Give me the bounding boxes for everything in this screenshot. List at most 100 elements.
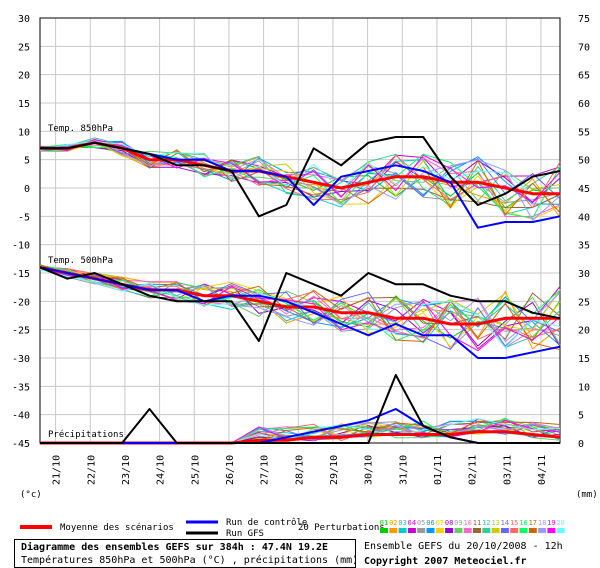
- perturbation-color-swatch: [380, 528, 388, 533]
- perturbation-id: 08: [445, 519, 453, 527]
- perturbation-id: 10: [463, 519, 471, 527]
- y-left-tick: -40: [12, 411, 30, 422]
- x-tick-label: 27/10: [260, 455, 271, 485]
- y-right-tick: 45: [578, 184, 590, 195]
- y-left-tick: -45: [12, 439, 30, 450]
- perturbation-id: 03: [398, 519, 406, 527]
- perturbation-id: 11: [473, 519, 481, 527]
- y-right-tick: 10: [578, 382, 590, 393]
- perturbation-t500-line: [39, 266, 561, 352]
- perturbation-id: 12: [482, 519, 490, 527]
- perturbation-t500-line: [39, 269, 561, 349]
- gfs-precip-line: [40, 374, 560, 444]
- perturbation-t500-line: [39, 269, 561, 349]
- perturbation-color-swatch: [491, 528, 500, 533]
- perturbation-t850-line: [39, 140, 561, 205]
- perturbation-color-swatch: [528, 528, 537, 533]
- x-tick-label: 04/11: [537, 455, 548, 485]
- perturbation-color-swatch: [389, 528, 398, 533]
- perturbation-id: 07: [436, 519, 444, 527]
- y-left-tick: 25: [18, 42, 30, 53]
- perturbation-id: 01: [380, 519, 388, 527]
- perturbation-id: 05: [417, 519, 425, 527]
- y-right-tick: 40: [578, 212, 590, 223]
- legend: Moyenne des scénarios Run de contrôleRun …: [20, 517, 565, 539]
- y-left-tick: -5: [18, 212, 30, 223]
- perturbation-color-swatch: [463, 528, 472, 533]
- y-right-tick: 75: [578, 14, 590, 25]
- grid: [40, 17, 560, 444]
- x-tick-label: 22/10: [86, 455, 97, 485]
- perturbation-color-swatch: [426, 528, 435, 533]
- perturbation-id: 19: [547, 519, 555, 527]
- perturbation-id: 06: [426, 519, 434, 527]
- axes: 302520151050-5-10-15-20-25-30-35-40-4575…: [12, 14, 598, 500]
- x-tick-label: 03/11: [502, 455, 513, 485]
- x-tick-label: 31/10: [398, 455, 409, 485]
- x-tick-label: 30/10: [364, 455, 375, 485]
- perturbation-color-swatch: [417, 528, 426, 533]
- main-series: [39, 136, 561, 445]
- right-unit-label: (mm): [576, 490, 598, 500]
- perturbation-id: 09: [454, 519, 462, 527]
- y-left-tick: -15: [12, 269, 30, 280]
- perturbation-id: 02: [389, 519, 397, 527]
- legend-control-label: Run de contrôle: [226, 517, 307, 528]
- perturbation-color-swatch: [500, 528, 509, 533]
- perturbation-id: 04: [408, 519, 416, 527]
- perturbation-id: 14: [501, 519, 509, 527]
- perturbation-color-swatch: [482, 528, 491, 533]
- perturbation-color-swatch: [435, 528, 444, 533]
- y-right-tick: 65: [578, 71, 590, 82]
- y-right-tick: 20: [578, 326, 590, 337]
- legend-mean-label: Moyenne des scénarios: [60, 522, 174, 533]
- perturbation-color-swatch: [445, 528, 454, 533]
- panel-label-t500: Temp. 500hPa: [48, 256, 113, 266]
- y-right-tick: 60: [578, 99, 590, 110]
- perturbation-color-swatch: [398, 528, 407, 533]
- perturbation-color-swatch: [519, 528, 528, 533]
- y-left-tick: 5: [24, 156, 30, 167]
- y-right-tick: 15: [578, 354, 590, 365]
- x-tick-label: 02/11: [468, 455, 479, 485]
- perturbation-color-swatch: [556, 528, 565, 533]
- x-tick-label: 25/10: [190, 455, 201, 485]
- y-right-tick: 30: [578, 269, 590, 280]
- x-tick-label: 21/10: [52, 455, 63, 485]
- y-left-tick: 0: [24, 184, 30, 195]
- perturbation-t500-line: [39, 264, 561, 351]
- y-left-tick: -10: [12, 241, 30, 252]
- perturbation-color-swatch: [454, 528, 463, 533]
- x-tick-label: 28/10: [294, 455, 305, 485]
- x-tick-label: 01/11: [433, 455, 444, 485]
- x-tick-label: 23/10: [121, 455, 132, 485]
- perturbation-t500-line: [39, 267, 561, 350]
- copyright: Copyright 2007 Meteociel.fr: [364, 556, 527, 567]
- y-left-tick: 20: [18, 71, 30, 82]
- y-left-tick: -25: [12, 326, 30, 337]
- y-right-tick: 50: [578, 156, 590, 167]
- y-right-tick: 35: [578, 241, 590, 252]
- perturbation-id: 13: [491, 519, 499, 527]
- perturbation-color-swatch: [407, 528, 416, 533]
- labels: Temp. 850hPa Temp. 500hPa Précipitations: [48, 124, 124, 440]
- legend-perturbations-label: 20 Perturbations: [298, 523, 385, 533]
- x-tick-label: 29/10: [329, 455, 340, 485]
- panel-label-precip: Précipitations: [48, 429, 124, 440]
- perturbation-t850-line: [39, 139, 561, 222]
- perturbation-color-swatch: [473, 528, 481, 533]
- x-tick-label: 26/10: [225, 455, 236, 485]
- perturbation-t500-line: [39, 264, 561, 342]
- plot-frame: [39, 17, 561, 444]
- perturbation-id: 18: [538, 519, 546, 527]
- gfs-t850-line: [40, 136, 561, 218]
- y-left-tick: 30: [18, 14, 30, 25]
- y-left-tick: -20: [12, 297, 30, 308]
- y-left-tick: 15: [18, 99, 30, 110]
- y-right-tick: 5: [578, 411, 584, 422]
- perturbation-color-swatch: [510, 528, 519, 533]
- perturbation-id: 20: [556, 519, 564, 527]
- perturbation-color-swatch: [538, 528, 547, 533]
- y-left-tick: 10: [18, 127, 30, 138]
